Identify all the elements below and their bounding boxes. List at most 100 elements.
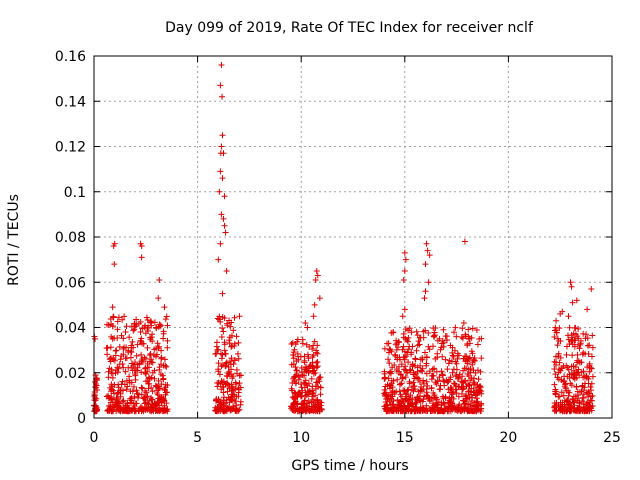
data-point bbox=[317, 391, 324, 398]
data-point bbox=[587, 364, 594, 371]
data-point bbox=[164, 337, 171, 344]
data-point bbox=[227, 323, 234, 330]
data-point bbox=[408, 329, 415, 336]
data-point bbox=[114, 326, 121, 333]
data-point bbox=[312, 383, 319, 390]
data-point bbox=[446, 389, 453, 396]
data-point bbox=[128, 397, 135, 404]
y-tick-label: 0.08 bbox=[55, 230, 86, 246]
data-point bbox=[551, 366, 558, 373]
data-point bbox=[292, 373, 299, 380]
data-point bbox=[388, 380, 395, 387]
data-point bbox=[577, 337, 584, 344]
data-point bbox=[225, 369, 232, 376]
data-point bbox=[556, 393, 563, 400]
data-point bbox=[111, 335, 118, 342]
data-point bbox=[420, 328, 427, 335]
data-point bbox=[407, 400, 414, 407]
data-point bbox=[563, 351, 570, 358]
data-point bbox=[132, 400, 139, 407]
data-point bbox=[142, 364, 149, 371]
data-point bbox=[402, 367, 409, 374]
data-point bbox=[109, 370, 116, 377]
data-point bbox=[400, 343, 407, 350]
data-point bbox=[116, 343, 123, 350]
data-point bbox=[586, 368, 593, 375]
data-point bbox=[162, 391, 169, 398]
data-point bbox=[143, 404, 150, 411]
data-point bbox=[293, 379, 300, 386]
data-point bbox=[221, 193, 228, 200]
data-point bbox=[574, 333, 581, 340]
data-point bbox=[468, 398, 475, 405]
data-point bbox=[117, 405, 124, 412]
data-point bbox=[108, 407, 115, 414]
data-point bbox=[475, 376, 482, 383]
data-point bbox=[299, 372, 306, 379]
data-point bbox=[305, 355, 312, 362]
data-point bbox=[236, 313, 243, 320]
data-point bbox=[302, 408, 309, 415]
data-point bbox=[222, 229, 229, 236]
data-point bbox=[158, 347, 165, 354]
data-point bbox=[105, 392, 112, 399]
data-point bbox=[478, 335, 485, 342]
data-point bbox=[571, 324, 578, 331]
data-point bbox=[394, 376, 401, 383]
data-point bbox=[451, 347, 458, 354]
data-point bbox=[409, 384, 416, 391]
data-point bbox=[235, 385, 242, 392]
data-point bbox=[470, 379, 477, 386]
data-point bbox=[216, 188, 223, 195]
data-point bbox=[138, 369, 145, 376]
data-point bbox=[223, 359, 230, 366]
data-point bbox=[584, 335, 591, 342]
grid-lines bbox=[94, 56, 612, 418]
data-point bbox=[553, 317, 560, 324]
data-point bbox=[472, 392, 479, 399]
data-point bbox=[401, 402, 408, 409]
data-point bbox=[575, 341, 582, 348]
data-point bbox=[157, 322, 164, 329]
data-point bbox=[430, 389, 437, 396]
data-point bbox=[476, 383, 483, 390]
data-point bbox=[456, 401, 463, 408]
data-point bbox=[130, 327, 137, 334]
data-point bbox=[134, 390, 141, 397]
data-point bbox=[217, 240, 224, 247]
data-point bbox=[460, 405, 467, 412]
data-point bbox=[458, 333, 465, 340]
y-tick-label: 0.04 bbox=[55, 321, 86, 337]
data-point bbox=[139, 385, 146, 392]
data-point bbox=[557, 310, 564, 317]
data-point bbox=[130, 405, 137, 412]
data-point bbox=[164, 406, 171, 413]
data-point bbox=[405, 327, 412, 334]
data-point bbox=[384, 340, 391, 347]
data-point bbox=[213, 396, 220, 403]
data-point bbox=[400, 330, 407, 337]
data-point bbox=[215, 346, 222, 353]
data-point bbox=[291, 396, 298, 403]
data-point bbox=[316, 295, 323, 302]
data-point bbox=[220, 215, 227, 222]
data-point bbox=[401, 249, 408, 256]
data-point bbox=[138, 384, 145, 391]
data-point bbox=[387, 368, 394, 375]
data-point bbox=[558, 406, 565, 413]
data-point bbox=[224, 388, 231, 395]
data-point bbox=[551, 400, 558, 407]
data-point bbox=[428, 408, 435, 415]
data-point bbox=[450, 366, 457, 373]
data-point bbox=[295, 376, 302, 383]
data-point bbox=[423, 370, 430, 377]
data-point bbox=[117, 387, 124, 394]
data-point bbox=[110, 356, 117, 363]
data-point bbox=[403, 353, 410, 360]
data-point bbox=[574, 404, 581, 411]
data-point bbox=[381, 370, 388, 377]
data-point bbox=[444, 379, 451, 386]
data-point bbox=[304, 324, 311, 331]
data-point bbox=[416, 379, 423, 386]
data-point bbox=[112, 352, 119, 359]
